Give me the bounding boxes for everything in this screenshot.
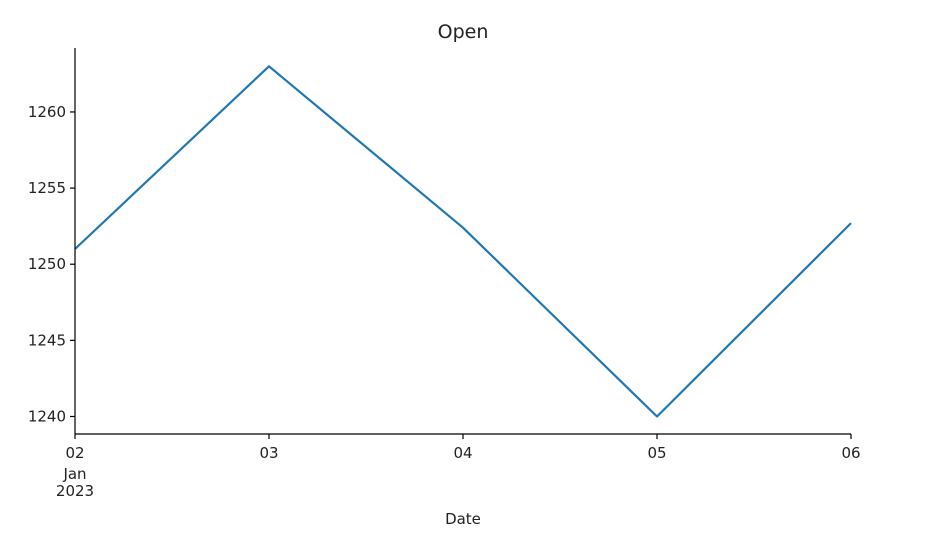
x-tick-label: 03	[259, 444, 278, 462]
x-axis-title: Date	[445, 510, 481, 528]
x-tick-label: 04	[453, 444, 472, 462]
x-tick-sublabel: Jan	[62, 465, 86, 483]
x-tick-label: 05	[647, 444, 666, 462]
y-tick-label: 1240	[28, 407, 66, 425]
y-tick-label: 1260	[28, 103, 66, 121]
plot-area	[74, 65, 852, 418]
chart-title: Open	[438, 21, 489, 43]
x-tick-label: 06	[841, 444, 860, 462]
x-tick-sublabel: 2023	[56, 482, 94, 500]
y-axis: 1240 1245 1250 1255 1260	[28, 103, 75, 425]
y-tick-label: 1255	[28, 179, 66, 197]
series-line	[74, 65, 852, 418]
y-tick-label: 1250	[28, 255, 66, 273]
x-tick-label: 02	[65, 444, 84, 462]
y-tick-label: 1245	[28, 331, 66, 349]
